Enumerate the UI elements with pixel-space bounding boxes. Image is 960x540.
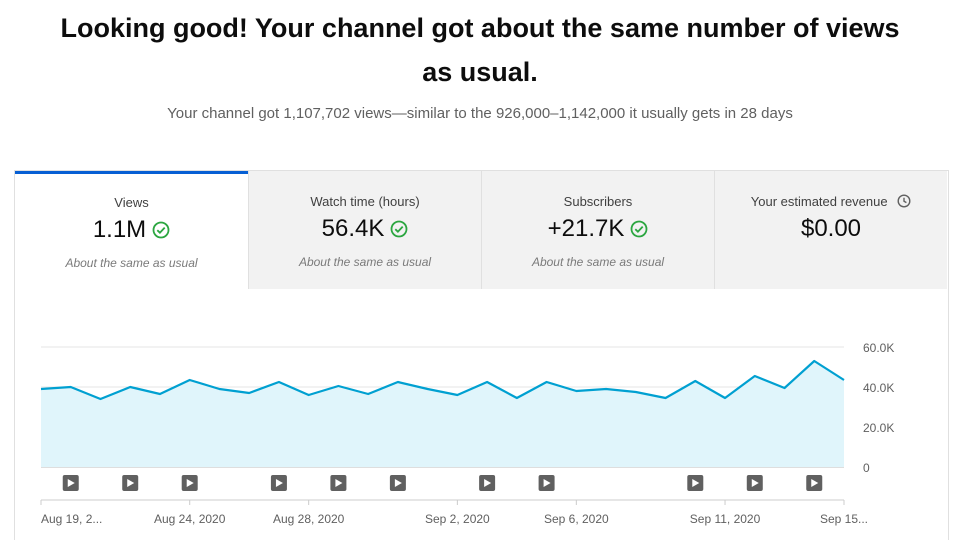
tab-label: Your estimated revenue [750, 194, 888, 209]
play-icon [127, 479, 135, 487]
tab-views[interactable]: Views 1.1M About the same as usual [15, 171, 248, 289]
views-chart-svg: 60.0K 40.0K 20.0K 0 Aug 19, 2... Aug 24, 2020… [40, 341, 894, 526]
tab-label: Watch time (hours) [310, 194, 420, 209]
tab-label: Subscribers [563, 194, 633, 209]
views-chart: 60.0K 40.0K 20.0K 0 Aug 19, 2... Aug 24, 2020… [15, 289, 948, 540]
play-icon [692, 479, 700, 487]
video-marker[interactable] [330, 475, 347, 491]
tab-value: +21.7K [547, 215, 625, 242]
headline: Looking good! Your channel got about the… [60, 13, 900, 87]
video-marker[interactable] [389, 475, 406, 491]
views-series-line [40, 359, 845, 401]
x-tick-label: Sep 11, 2020 [690, 512, 761, 526]
x-tick-label: Sep 15... [820, 512, 868, 526]
x-tick-label: Sep 2, 2020 [425, 512, 490, 526]
play-icon [394, 479, 402, 487]
clock-icon [897, 194, 911, 208]
metrics-card: Views 1.1M About the same as usual Watch… [14, 170, 949, 540]
tab-value: 56.4K [321, 215, 385, 242]
tab-watch-time[interactable]: Watch time (hours) 56.4K About the same … [248, 171, 481, 289]
play-icon [275, 479, 283, 487]
x-tick-label: Sep 6, 2020 [544, 512, 609, 526]
tab-revenue[interactable]: Your estimated revenue $0.00 [714, 171, 947, 289]
play-icon [186, 479, 194, 487]
tab-label: Views [114, 195, 149, 210]
tab-label-row: Your estimated revenue [715, 194, 947, 209]
tab-value-row: $0.00 [715, 215, 947, 243]
play-icon [335, 479, 343, 487]
play-icon [484, 479, 492, 487]
video-marker[interactable] [62, 475, 79, 491]
check-circle-icon [152, 221, 170, 239]
video-marker[interactable] [746, 475, 763, 491]
video-marker[interactable] [122, 475, 139, 491]
views-area [41, 361, 844, 467]
tab-value-row: 1.1M [15, 216, 248, 244]
video-marker[interactable] [687, 475, 704, 491]
video-marker[interactable] [181, 475, 198, 491]
tab-value: 1.1M [92, 216, 147, 243]
video-marker[interactable] [806, 475, 823, 491]
video-marker[interactable] [538, 475, 555, 491]
x-tick-label: Aug 28, 2020 [273, 512, 345, 526]
x-tick-label: Aug 24, 2020 [154, 512, 226, 526]
check-circle-icon [390, 220, 408, 238]
tab-value: $0.00 [800, 215, 862, 242]
y-tick-label: 40.0K [863, 381, 894, 395]
video-marker[interactable] [479, 475, 496, 491]
check-circle-icon [630, 220, 648, 238]
play-icon [543, 479, 551, 487]
metric-tabs: Views 1.1M About the same as usual Watch… [15, 171, 948, 289]
play-icon [811, 479, 819, 487]
y-tick-label: 20.0K [863, 421, 894, 435]
tab-note: About the same as usual [531, 255, 665, 269]
tab-note: About the same as usual [298, 255, 432, 269]
y-tick-label: 0 [863, 461, 870, 475]
video-marker[interactable] [270, 475, 287, 491]
tab-value-row: +21.7K [482, 215, 714, 243]
tab-note: About the same as usual [65, 256, 198, 270]
tab-subscribers[interactable]: Subscribers +21.7K About the same as usu… [481, 171, 714, 289]
tab-value-row: 56.4K [249, 215, 481, 243]
play-icon [751, 479, 759, 487]
play-icon [67, 479, 75, 487]
summary-text: Your channel got 1,107,702 views—similar… [167, 105, 793, 122]
y-tick-label: 60.0K [863, 341, 894, 355]
x-tick-label: Aug 19, 2... [41, 512, 102, 526]
